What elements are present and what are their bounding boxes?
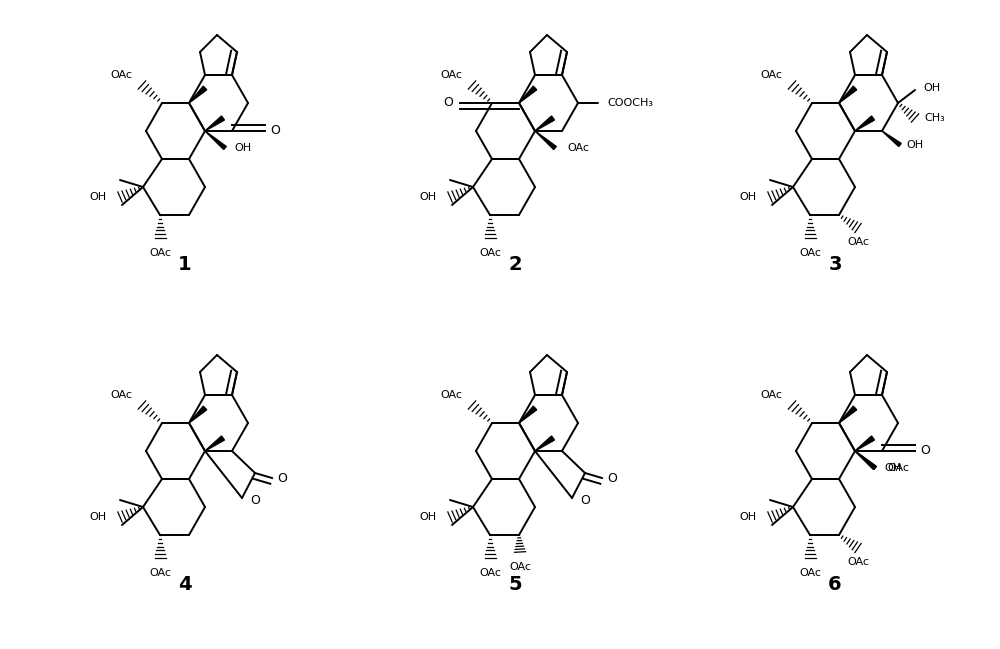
Polygon shape	[855, 436, 874, 451]
Text: OH: OH	[739, 192, 757, 202]
Text: O: O	[607, 472, 617, 485]
Text: O: O	[443, 97, 453, 110]
Text: OAc: OAc	[110, 70, 132, 80]
Polygon shape	[205, 436, 224, 451]
Polygon shape	[535, 116, 554, 131]
Text: OH: OH	[234, 143, 252, 153]
Polygon shape	[882, 131, 901, 147]
Text: OAc: OAc	[149, 248, 171, 258]
Polygon shape	[839, 86, 857, 103]
Polygon shape	[855, 116, 874, 131]
Text: OAc: OAc	[760, 70, 782, 80]
Text: OH: OH	[419, 192, 437, 202]
Text: OAc: OAc	[847, 557, 869, 567]
Text: OAc: OAc	[479, 248, 501, 258]
Polygon shape	[855, 451, 876, 469]
Text: OH: OH	[89, 512, 107, 522]
Text: 6: 6	[828, 576, 842, 594]
Text: O: O	[250, 493, 260, 506]
Polygon shape	[855, 451, 876, 469]
Text: OAc: OAc	[799, 568, 821, 578]
Polygon shape	[535, 436, 554, 451]
Text: OAc: OAc	[799, 248, 821, 258]
Polygon shape	[519, 406, 537, 423]
Text: 2: 2	[508, 256, 522, 275]
Text: OAc: OAc	[567, 143, 589, 153]
Text: O: O	[270, 125, 280, 138]
Polygon shape	[839, 406, 857, 423]
Text: 4: 4	[178, 576, 192, 594]
Text: OH: OH	[739, 512, 757, 522]
Text: OAc: OAc	[887, 463, 909, 473]
Text: OAc: OAc	[440, 70, 462, 80]
Text: 1: 1	[178, 256, 192, 275]
Text: O: O	[277, 472, 287, 485]
Text: COOCH₃: COOCH₃	[607, 98, 653, 108]
Text: OAc: OAc	[110, 390, 132, 400]
Text: OAc: OAc	[149, 568, 171, 578]
Text: OH: OH	[906, 140, 924, 150]
Text: O: O	[580, 493, 590, 506]
Text: OH: OH	[923, 83, 941, 93]
Text: OAc: OAc	[847, 237, 869, 247]
Text: O: O	[920, 445, 930, 458]
Polygon shape	[535, 131, 556, 149]
Text: OH: OH	[419, 512, 437, 522]
Text: OAc: OAc	[479, 568, 501, 578]
Text: OAc: OAc	[509, 562, 531, 572]
Text: 3: 3	[828, 256, 842, 275]
Polygon shape	[519, 86, 537, 103]
Text: OH: OH	[884, 463, 902, 473]
Polygon shape	[205, 116, 224, 131]
Text: OAc: OAc	[760, 390, 782, 400]
Polygon shape	[205, 131, 226, 149]
Text: 5: 5	[508, 576, 522, 594]
Text: CH₃: CH₃	[925, 113, 945, 123]
Text: OH: OH	[89, 192, 107, 202]
Polygon shape	[189, 86, 207, 103]
Polygon shape	[189, 406, 207, 423]
Text: OAc: OAc	[440, 390, 462, 400]
